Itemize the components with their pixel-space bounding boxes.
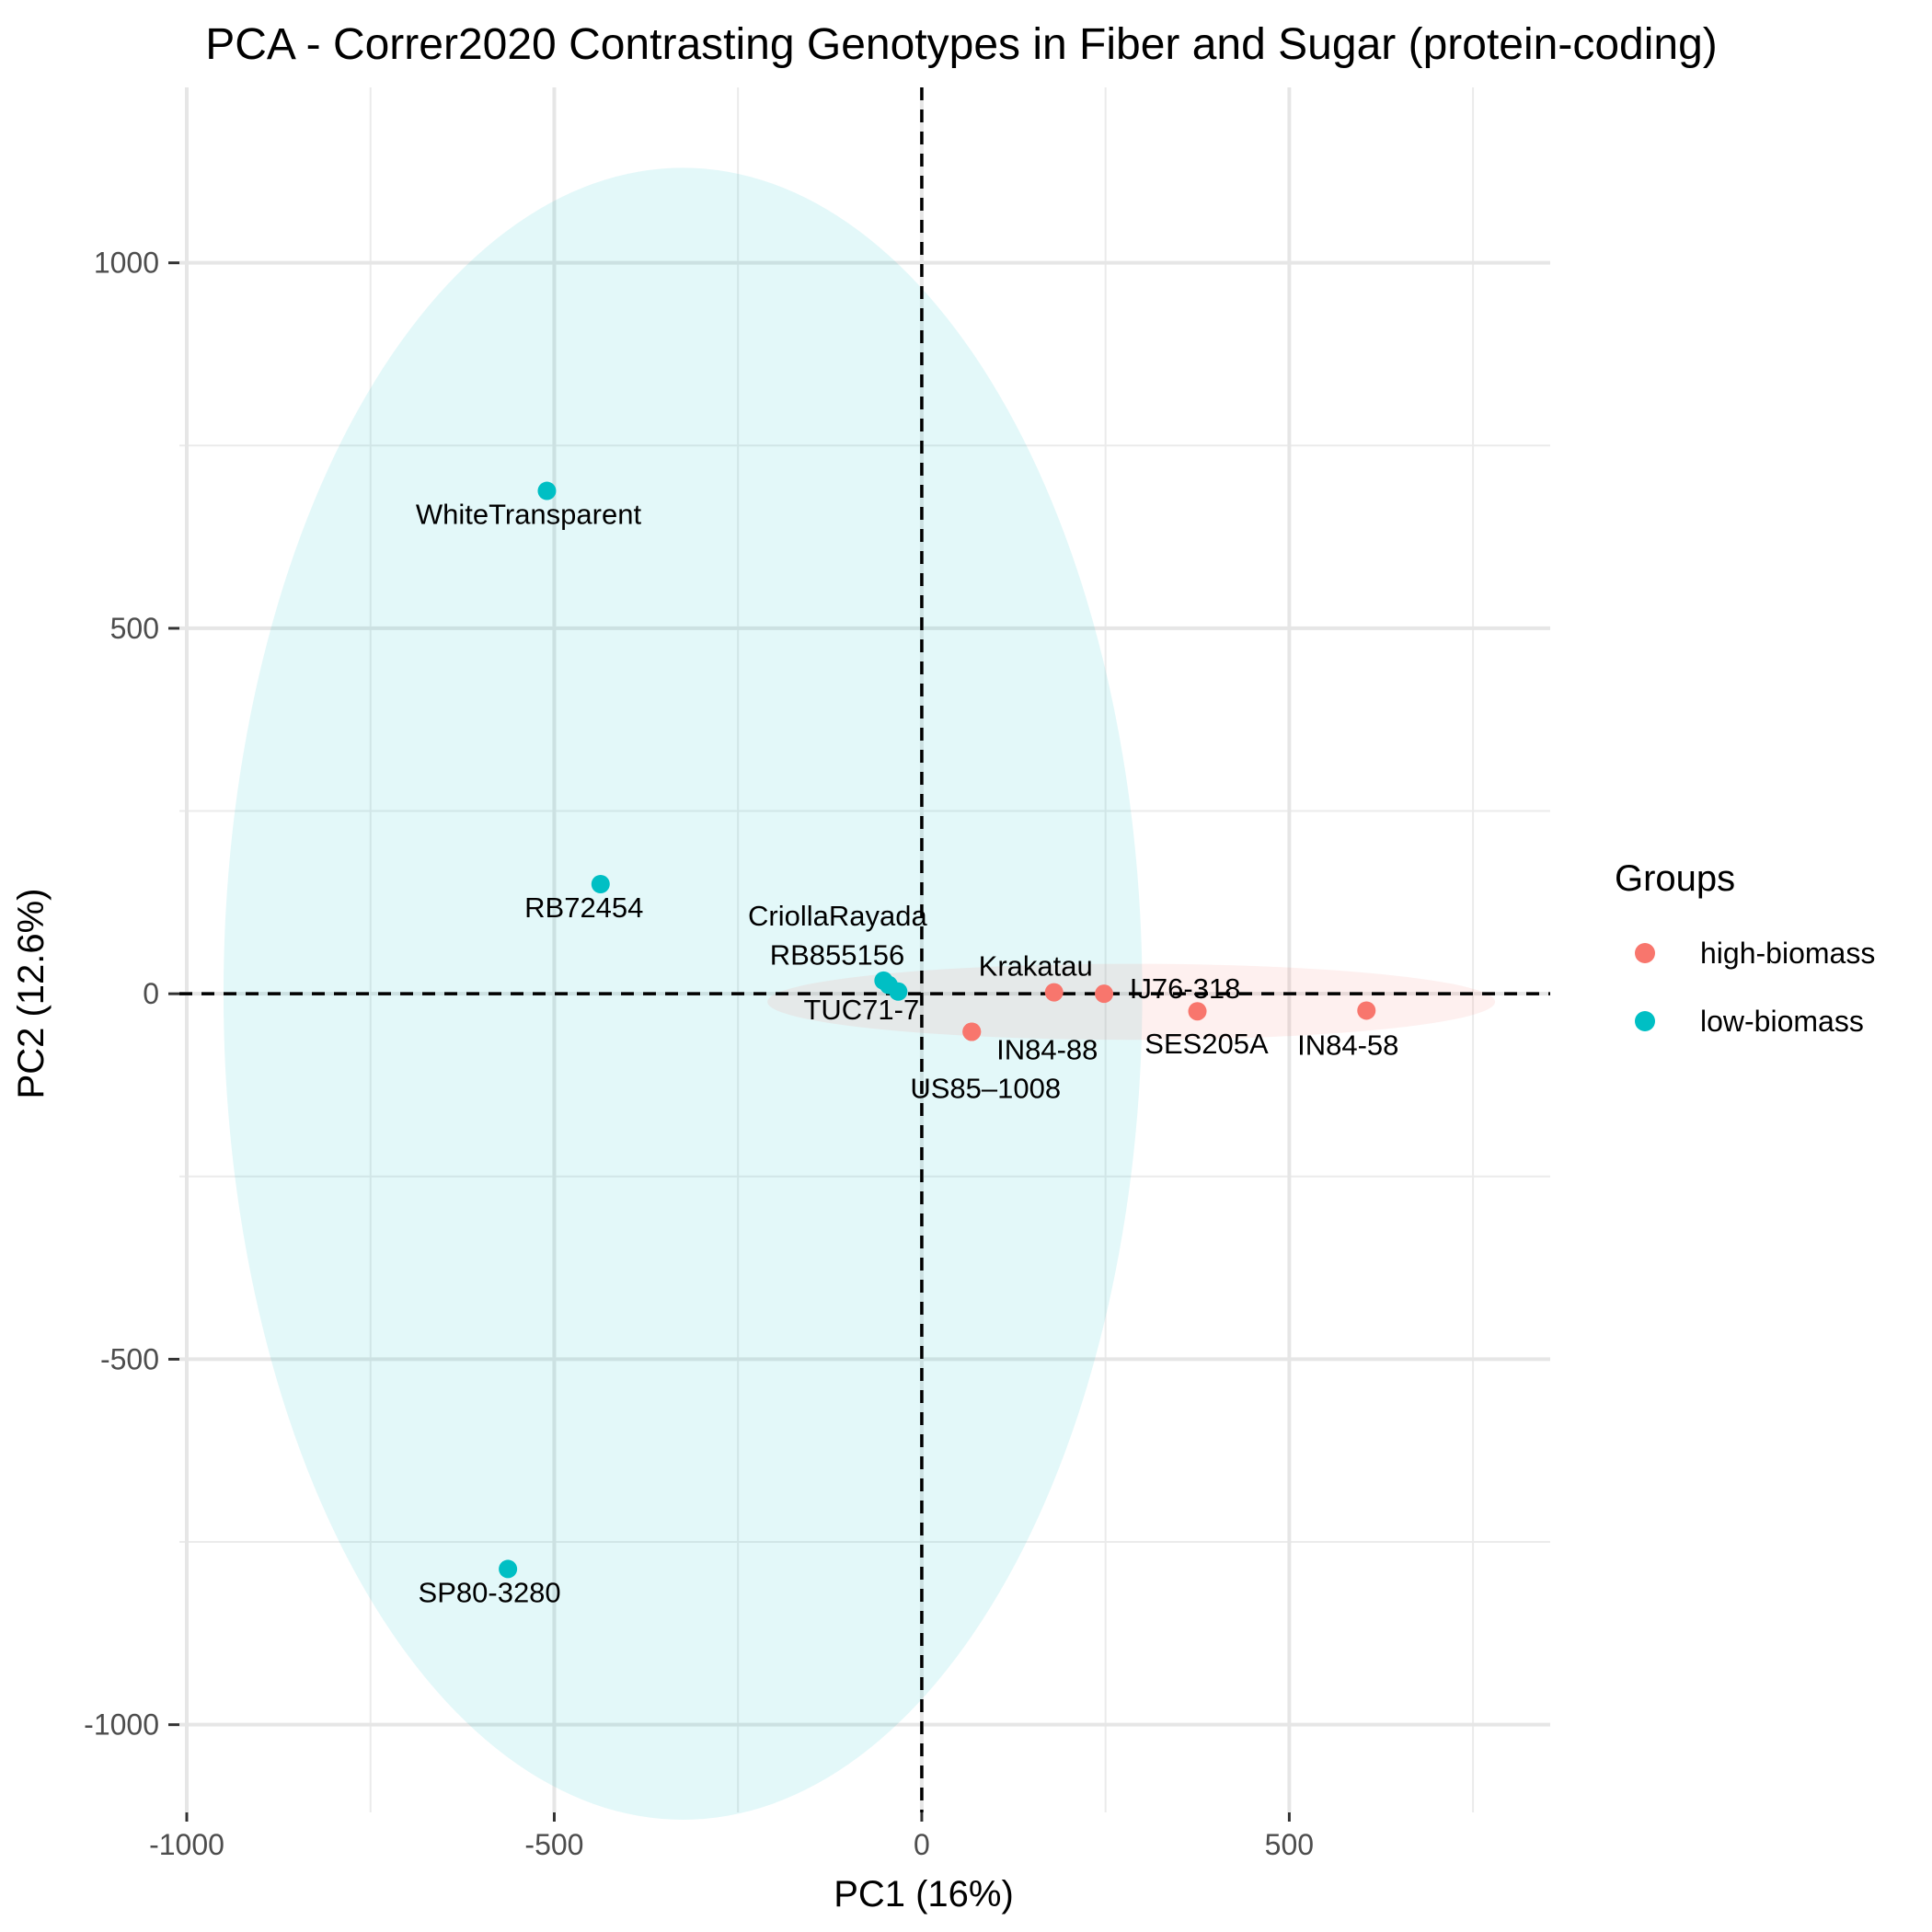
ellipse-high-biomass [767, 963, 1496, 1041]
data-point-high-biomass [1188, 1002, 1207, 1021]
data-point-high-biomass [962, 1022, 982, 1041]
legend: Groups high-biomass low-biomass [1615, 858, 1875, 1038]
axes: -1000 -500 0 500 -1000 -500 0 500 1000 [84, 247, 1314, 1861]
x-tick-label: 500 [1265, 1828, 1314, 1861]
point-label: TUC71-7 [803, 994, 919, 1026]
legend-label-low-biomass: low-biomass [1700, 1005, 1864, 1038]
x-axis-title: PC1 (16%) [834, 1874, 1014, 1915]
y-tick-label: 1000 [94, 247, 159, 280]
point-label: Krakatau [979, 950, 1093, 983]
data-point-high-biomass [1357, 1001, 1376, 1020]
point-label: SES205A [1144, 1028, 1269, 1060]
y-tick-label: 500 [110, 612, 159, 645]
data-point-high-biomass [1095, 984, 1114, 1004]
point-label: US85–1008 [910, 1072, 1061, 1104]
chart-title: PCA - Correr2020 Contrasting Genotypes i… [205, 20, 1718, 69]
legend-key-high-biomass [1635, 943, 1655, 963]
point-label: RB855156 [770, 939, 905, 972]
legend-key-low-biomass [1635, 1011, 1655, 1031]
data-point-low-biomass [537, 481, 557, 500]
confidence-ellipses [223, 167, 1496, 1820]
legend-label-high-biomass: high-biomass [1700, 937, 1875, 970]
legend-title: Groups [1615, 858, 1735, 899]
y-tick-label: 0 [143, 977, 159, 1010]
point-label: SP80-3280 [419, 1576, 561, 1608]
y-axis-title: PC2 (12.6%) [11, 889, 52, 1099]
data-point-low-biomass [499, 1559, 518, 1579]
point-label: IJ76-318 [1130, 972, 1241, 1005]
point-label: WhiteTransparent [416, 499, 642, 531]
data-points [499, 481, 1376, 1579]
y-tick-label: -500 [100, 1342, 159, 1375]
data-point-high-biomass [1044, 983, 1064, 1002]
y-tick-label: -1000 [84, 1708, 159, 1742]
x-tick-label: 0 [914, 1828, 930, 1861]
point-label: CriollaRayada [748, 900, 927, 932]
point-labels: Krakatau IJ76-318 SES205A IN84-58 IN84-88 US8… [416, 499, 1399, 1609]
point-label: IN84-88 [996, 1033, 1098, 1065]
ellipse-low-biomass [223, 167, 1143, 1820]
data-point-low-biomass [591, 874, 610, 893]
point-label: IN84-58 [1297, 1029, 1398, 1061]
x-tick-label: -1000 [149, 1828, 224, 1861]
x-tick-label: -500 [524, 1828, 583, 1861]
reference-lines [179, 87, 1550, 1812]
data-point-low-biomass [889, 982, 908, 1001]
point-label: RB72454 [524, 891, 643, 924]
